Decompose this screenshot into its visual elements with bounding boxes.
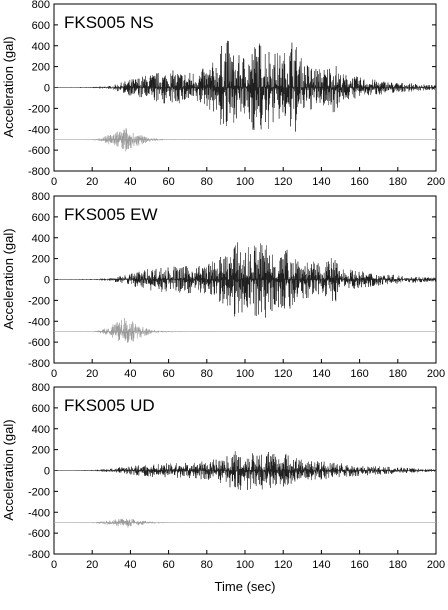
x-tick-label: 40: [124, 368, 136, 380]
y-tick-label: 600: [32, 403, 50, 415]
x-tick-label: 20: [86, 559, 98, 571]
panel-title: FKS005 NS: [64, 13, 154, 32]
x-tick-label: 140: [312, 368, 330, 380]
y-tick-label: 800: [32, 382, 50, 394]
y-tick-label: -600: [28, 528, 50, 540]
y-tick-label: 600: [32, 20, 50, 32]
x-tick-label: 200: [427, 368, 445, 380]
y-tick-label: -600: [28, 145, 50, 157]
traces: [54, 242, 437, 343]
x-tick-label: 160: [350, 368, 368, 380]
x-tick-label: 140: [312, 176, 330, 188]
y-tick-label: -400: [28, 316, 50, 328]
acceleration-trace-1: [54, 128, 436, 152]
acceleration-trace-1: [54, 318, 436, 343]
y-axis-label: Acceleration (gal): [1, 228, 16, 329]
x-tick-label: 100: [236, 368, 254, 380]
y-tick-label: -400: [28, 507, 50, 519]
x-tick-label: 200: [427, 559, 445, 571]
x-tick-label: 0: [51, 559, 57, 571]
y-tick-label: 0: [44, 466, 50, 478]
x-tick-label: 80: [201, 368, 213, 380]
acceleration-trace-0: [54, 40, 437, 132]
y-tick-label: -200: [28, 103, 50, 115]
y-tick-label: 200: [32, 445, 50, 457]
x-tick-label: 160: [350, 559, 368, 571]
x-axis-ticks: 0 20 40 60 80 100 120 140 160 180 200: [51, 167, 445, 188]
y-tick-label: -800: [28, 549, 50, 561]
y-tick-label: 400: [32, 41, 50, 53]
x-tick-label: 20: [86, 176, 98, 188]
y-tick-label: 800: [32, 0, 50, 11]
x-tick-label: 60: [162, 368, 174, 380]
x-tick-label: 120: [274, 368, 292, 380]
x-tick-label: 100: [236, 559, 254, 571]
x-tick-label: 80: [201, 559, 213, 571]
acceleration-trace-0: [54, 451, 437, 490]
x-tick-label: 180: [389, 176, 407, 188]
acceleration-trace-0: [54, 242, 437, 318]
y-tick-label: 800: [32, 191, 50, 203]
y-axis-ticks: -800 -600 -400 -200 0 200 400 600 800: [28, 191, 436, 370]
x-tick-label: 20: [86, 368, 98, 380]
y-axis-ticks: -800 -600 -400 -200 0 200 400 600 800: [28, 382, 436, 561]
panel-ud: -800 -600 -400 -200 0 200 400 600 800 0 20 40 60 80 1…: [1, 382, 445, 594]
panel-ew: -800 -600 -400 -200 0 200 400 600 800 0 20 40 60 80 1…: [1, 191, 445, 380]
y-tick-label: -800: [28, 358, 50, 370]
y-tick-label: 200: [32, 254, 50, 266]
x-tick-label: 40: [124, 559, 136, 571]
y-tick-label: -800: [28, 166, 50, 178]
x-tick-label: 0: [51, 176, 57, 188]
y-tick-label: 200: [32, 62, 50, 74]
x-tick-label: 200: [427, 176, 445, 188]
x-axis-ticks: 0 20 40 60 80 100 120 140 160 180 200: [51, 550, 445, 571]
y-tick-label: -600: [28, 337, 50, 349]
panel-title: FKS005 UD: [64, 396, 155, 415]
y-tick-label: 600: [32, 212, 50, 224]
panel-title: FKS005 EW: [64, 205, 158, 224]
y-tick-label: 0: [44, 83, 50, 95]
x-axis-label: Time (sec): [215, 579, 276, 594]
x-tick-label: 80: [201, 176, 213, 188]
x-tick-label: 160: [350, 176, 368, 188]
acceleration-trace-1: [54, 518, 436, 528]
y-axis-label: Acceleration (gal): [1, 419, 16, 520]
y-tick-label: -400: [28, 124, 50, 136]
y-tick-label: -200: [28, 486, 50, 498]
y-axis-label: Acceleration (gal): [1, 36, 16, 137]
x-axis-ticks: 0 20 40 60 80 100 120 140 160 180 200: [51, 359, 445, 380]
x-tick-label: 60: [162, 176, 174, 188]
y-tick-label: 400: [32, 424, 50, 436]
x-tick-label: 60: [162, 559, 174, 571]
x-tick-label: 120: [274, 176, 292, 188]
x-tick-label: 100: [236, 176, 254, 188]
x-tick-label: 120: [274, 559, 292, 571]
traces: [54, 451, 437, 528]
panel-ns: -800 -600 -400 -200 0 200 400 600 800 0 20 40 60 80 1…: [1, 0, 445, 188]
x-tick-label: 0: [51, 368, 57, 380]
x-tick-label: 180: [389, 368, 407, 380]
y-tick-label: 400: [32, 233, 50, 245]
x-tick-label: 140: [312, 559, 330, 571]
y-tick-label: -200: [28, 295, 50, 307]
y-tick-label: 0: [44, 275, 50, 287]
traces: [54, 40, 437, 152]
x-tick-label: 40: [124, 176, 136, 188]
x-tick-label: 180: [389, 559, 407, 571]
